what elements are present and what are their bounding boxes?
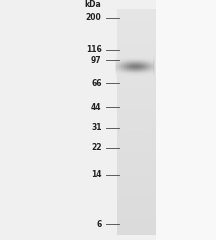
Text: 116: 116	[86, 45, 102, 54]
Bar	[117, 10, 156, 235]
Text: 31: 31	[91, 123, 102, 132]
Bar	[156, 0, 216, 240]
Text: 14: 14	[91, 170, 102, 179]
Text: kDa: kDa	[85, 0, 102, 9]
Text: 6: 6	[96, 220, 102, 229]
Text: 97: 97	[91, 56, 102, 65]
Text: 200: 200	[86, 13, 102, 22]
Text: 44: 44	[91, 102, 102, 112]
Text: 22: 22	[91, 143, 102, 152]
Text: 66: 66	[91, 79, 102, 88]
